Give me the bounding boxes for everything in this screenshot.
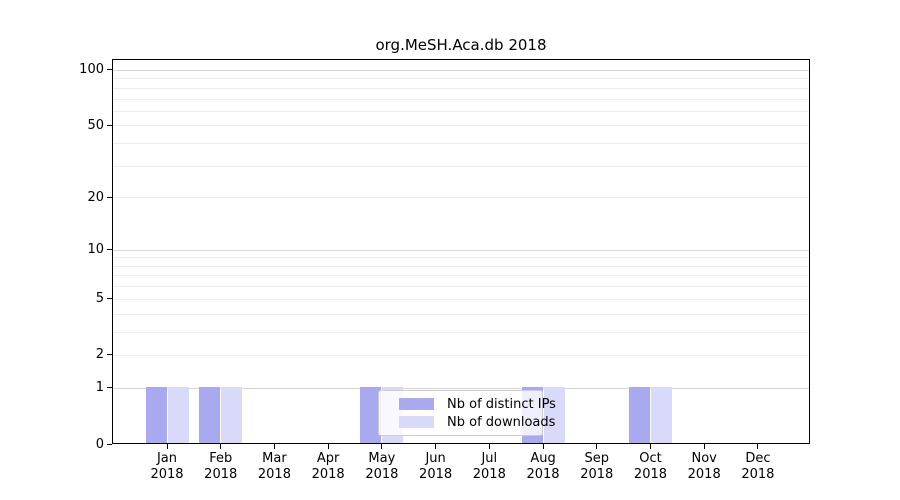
gridline [113,286,809,288]
y-tick [107,387,112,389]
y-tick-label: 50 [87,117,104,133]
bar-downloads-feb [221,386,243,443]
y-tick [107,443,112,445]
x-tick [488,444,490,449]
x-tick [703,444,705,449]
gridline [113,275,809,277]
legend-entry-distinct-ips: Nb of distinct IPs [399,395,556,413]
x-tick [435,444,437,449]
x-tick-label: Sep 2018 [580,451,614,482]
x-tick-label: Oct 2018 [633,451,668,482]
x-tick-label: Dec 2018 [741,451,775,482]
y-tick [107,298,112,300]
gridline [113,98,809,100]
x-tick-label: Apr 2018 [311,451,345,482]
gridline [113,125,809,127]
x-tick [327,444,329,449]
distinct-ips-swatch-icon [399,398,434,410]
bar-distinct-ips-may [360,386,382,443]
y-tick [107,124,112,126]
chart-title: org.MeSH.Aca.db 2018 [375,36,547,54]
x-tick-label: Jun 2018 [419,451,453,482]
x-tick-label: Feb 2018 [204,451,238,482]
x-tick [220,444,222,449]
gridline [113,354,809,356]
x-tick [381,444,383,449]
x-tick [273,444,275,449]
x-tick [596,444,598,449]
legend-label-distinct-ips: Nb of distinct IPs [447,396,556,412]
gridline [113,249,809,251]
x-tick-label: Jan 2018 [150,451,184,482]
x-tick-label: May 2018 [365,451,399,482]
y-tick [107,69,112,71]
gridline [113,143,809,145]
bar-downloads-aug [543,386,565,443]
gridline [113,87,809,89]
gridline [113,197,809,199]
y-tick-label: 10 [87,242,104,258]
bar-distinct-ips-jan [145,386,167,443]
gridline [113,78,809,80]
y-tick-label: 1 [95,380,104,396]
x-tick [166,444,168,449]
gridline [113,165,809,167]
gridline [113,331,809,333]
y-tick [107,354,112,356]
y-tick-label: 2 [95,347,104,363]
y-tick-label: 20 [87,189,104,205]
x-tick-label: Jul 2018 [472,451,506,482]
bar-downloads-oct [650,386,672,443]
y-tick [107,196,112,198]
x-tick [542,444,544,449]
y-tick [107,249,112,251]
gridline [113,298,809,300]
x-tick-label: Nov 2018 [687,451,721,482]
gridline [113,110,809,112]
legend-entry-downloads: Nb of downloads [399,413,555,431]
bar-distinct-ips-oct [628,386,650,443]
bar-downloads-jan [167,386,189,443]
x-tick-label: Mar 2018 [257,451,291,482]
legend-label-downloads: Nb of downloads [447,414,556,430]
x-tick [757,444,759,449]
gridline [113,313,809,315]
gridline [113,387,809,389]
downloads-swatch-icon [399,416,434,428]
y-tick-label: 5 [95,291,104,307]
x-tick [649,444,651,449]
gridline [113,257,809,259]
x-tick-label: Aug 2018 [526,451,560,482]
y-tick-label: 0 [95,436,104,452]
plot-area: Nb of distinct IPs Nb of downloads [112,59,810,444]
y-tick-label: 100 [79,62,104,78]
legend: Nb of distinct IPs Nb of downloads [378,390,556,436]
gridline [113,69,809,71]
bar-distinct-ips-feb [199,386,221,443]
gridline [113,265,809,267]
